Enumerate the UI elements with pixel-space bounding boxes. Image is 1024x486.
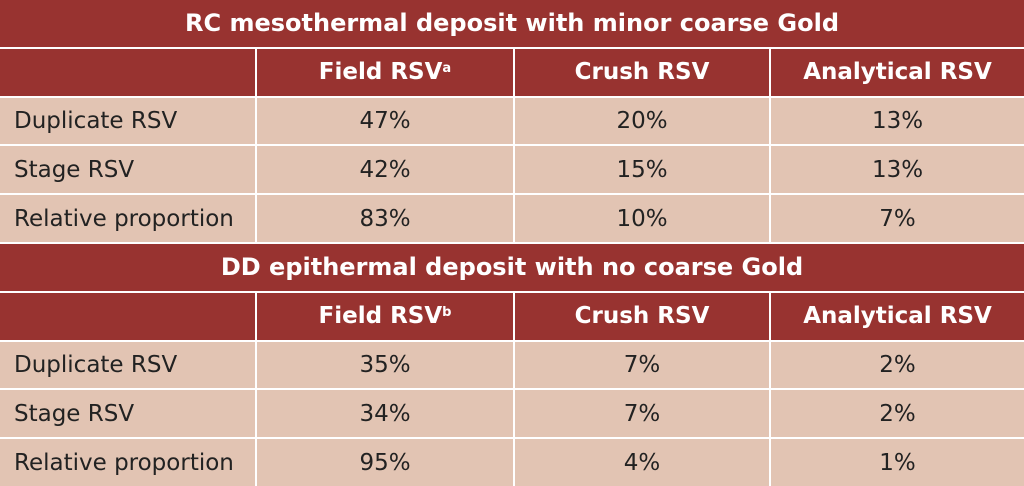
cell-field: 42%: [257, 146, 513, 194]
footnote-marker: b: [442, 304, 452, 320]
row-label: Relative proportion: [0, 195, 255, 242]
cell-analytical: 13%: [771, 97, 1024, 145]
header-analytical-rsv: Analytical RSV: [771, 48, 1024, 96]
header-crush-rsv: Crush RSV: [515, 292, 769, 340]
header-row: Field RSV b Crush RSV Analytical RSV: [0, 292, 1024, 340]
cell-crush: 7%: [515, 341, 769, 389]
table-row: Relative proportion 83% 10% 7%: [0, 195, 1024, 242]
table-row: Stage RSV 42% 15% 13%: [0, 146, 1024, 194]
cell-analytical: 7%: [771, 195, 1024, 242]
header-crush-rsv: Crush RSV: [515, 48, 769, 96]
row-label: Duplicate RSV: [0, 97, 255, 145]
cell-analytical: 1%: [771, 439, 1024, 486]
row-label: Stage RSV: [0, 390, 255, 438]
section-title: DD epithermal deposit with no coarse Gol…: [0, 243, 1024, 291]
header-empty: [0, 48, 255, 96]
header-row: Field RSV a Crush RSV Analytical RSV: [0, 48, 1024, 96]
row-label: Relative proportion: [0, 439, 255, 486]
cell-field: 83%: [257, 195, 513, 242]
header-analytical-rsv: Analytical RSV: [771, 292, 1024, 340]
cell-crush: 7%: [515, 390, 769, 438]
cell-field: 47%: [257, 97, 513, 145]
header-label: Field RSV: [318, 59, 443, 86]
cell-field: 34%: [257, 390, 513, 438]
cell-field: 35%: [257, 341, 513, 389]
footnote-marker: a: [442, 60, 452, 76]
cell-crush: 10%: [515, 195, 769, 242]
header-field-rsv: Field RSV b: [257, 292, 513, 340]
header-field-rsv: Field RSV a: [257, 48, 513, 96]
cell-analytical: 2%: [771, 341, 1024, 389]
header-empty: [0, 292, 255, 340]
table-row: Duplicate RSV 35% 7% 2%: [0, 341, 1024, 389]
cell-field: 95%: [257, 439, 513, 486]
cell-analytical: 2%: [771, 390, 1024, 438]
cell-crush: 4%: [515, 439, 769, 486]
table-row: Duplicate RSV 47% 20% 13%: [0, 97, 1024, 145]
table-row: Stage RSV 34% 7% 2%: [0, 390, 1024, 438]
table-row: Relative proportion 95% 4% 1%: [0, 439, 1024, 486]
cell-crush: 15%: [515, 146, 769, 194]
cell-analytical: 13%: [771, 146, 1024, 194]
header-label: Field RSV: [318, 303, 443, 330]
cell-crush: 20%: [515, 97, 769, 145]
row-label: Duplicate RSV: [0, 341, 255, 389]
section-title: RC mesothermal deposit with minor coarse…: [0, 0, 1024, 47]
row-label: Stage RSV: [0, 146, 255, 194]
